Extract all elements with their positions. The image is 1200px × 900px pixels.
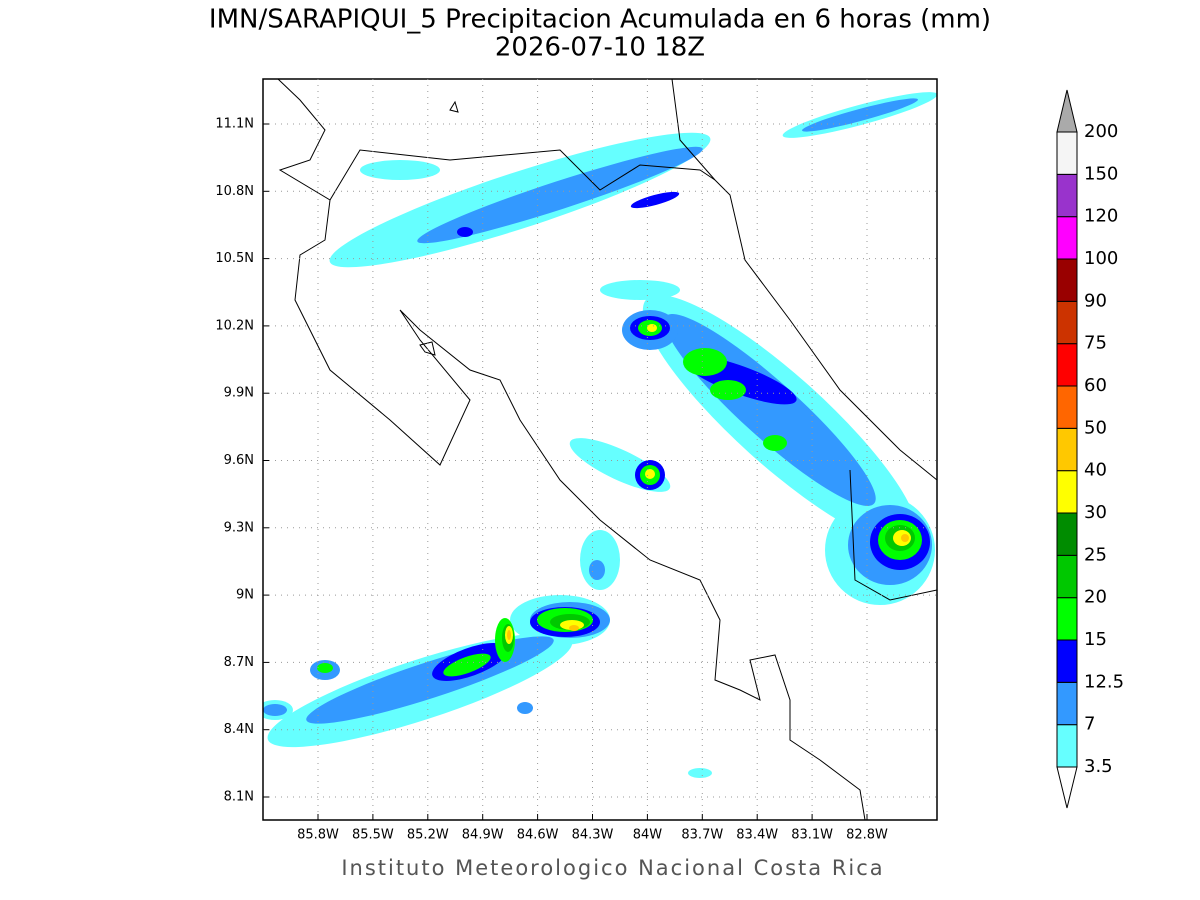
- colorbar-swatch: [1056, 724, 1078, 768]
- colorbar-swatch: [1056, 681, 1078, 726]
- colorbar-label: 150: [1084, 163, 1118, 184]
- lon-label: 85.8W: [297, 828, 339, 843]
- lat-label: 11.1N: [215, 117, 254, 132]
- lat-label: 9.3N: [224, 520, 254, 535]
- colorbar-label: 40: [1084, 460, 1107, 481]
- lon-label: 85.2W: [407, 828, 449, 843]
- lat-label: 8.1N: [224, 790, 254, 805]
- colorbar-label: 25: [1084, 544, 1107, 565]
- lon-label: 84.6W: [517, 828, 559, 843]
- colorbar-lower-end: [1056, 766, 1078, 809]
- colorbar-swatch: [1056, 343, 1078, 387]
- colorbar-swatch: [1056, 639, 1078, 683]
- colorbar-label: 200: [1084, 121, 1118, 142]
- colorbar-swatch: [1056, 173, 1078, 218]
- colorbar-label: 50: [1084, 417, 1107, 438]
- lat-label: 8.4N: [224, 722, 254, 737]
- lon-label: 83.7W: [681, 828, 723, 843]
- lon-label: 84.9W: [462, 828, 504, 843]
- colorbar-label: 30: [1084, 502, 1107, 523]
- plot-frame: [262, 78, 938, 821]
- colorbar-label: 3.5: [1084, 756, 1113, 777]
- colorbar-label: 15: [1084, 629, 1107, 650]
- lon-label: 82.8W: [846, 828, 888, 843]
- colorbar-upper-end: [1056, 89, 1078, 133]
- lat-label: 9.6N: [224, 453, 254, 468]
- colorbar-label: 12.5: [1084, 671, 1124, 692]
- lat-label: 8.7N: [224, 655, 254, 670]
- lat-label: 10.2N: [215, 318, 254, 333]
- colorbar-swatch: [1056, 427, 1078, 472]
- colorbar-swatch: [1056, 216, 1078, 260]
- title: IMN/SARAPIQUI_5 Precipitacion Acumulada …: [209, 5, 991, 35]
- footer: Instituto Meteorologico Nacional Costa R…: [341, 856, 884, 880]
- colorbar-label: 7: [1084, 714, 1095, 735]
- lon-label: 83.1W: [791, 828, 833, 843]
- colorbar-label: 90: [1084, 290, 1107, 311]
- lon-label: 85.5W: [352, 828, 394, 843]
- colorbar-swatch: [1056, 385, 1078, 429]
- colorbar-label: 20: [1084, 587, 1107, 608]
- lat-label: 10.5N: [215, 251, 254, 266]
- colorbar-label: 100: [1084, 248, 1118, 269]
- colorbar-swatch: [1056, 258, 1078, 302]
- colorbar-swatch: [1056, 131, 1078, 175]
- precip-field: [263, 92, 937, 778]
- lon-label: 83.4W: [736, 828, 778, 843]
- colorbar-swatch: [1056, 512, 1078, 556]
- colorbar-label: 60: [1084, 375, 1107, 396]
- coastline: [277, 79, 937, 820]
- subtitle: 2026-07-10 18Z: [495, 33, 705, 63]
- colorbar-swatch: [1056, 300, 1078, 345]
- lat-label: 9N: [236, 588, 254, 603]
- colorbar-swatch: [1056, 597, 1078, 641]
- colorbar-label: 120: [1084, 206, 1118, 227]
- colorbar-swatch: [1056, 470, 1078, 514]
- lon-label: 84W: [633, 828, 663, 843]
- colorbar-swatch: [1056, 554, 1078, 599]
- lon-label: 84.3W: [572, 828, 614, 843]
- lat-label: 10.8N: [215, 184, 254, 199]
- lat-label: 9.9N: [224, 386, 254, 401]
- colorbar-label: 75: [1084, 333, 1107, 354]
